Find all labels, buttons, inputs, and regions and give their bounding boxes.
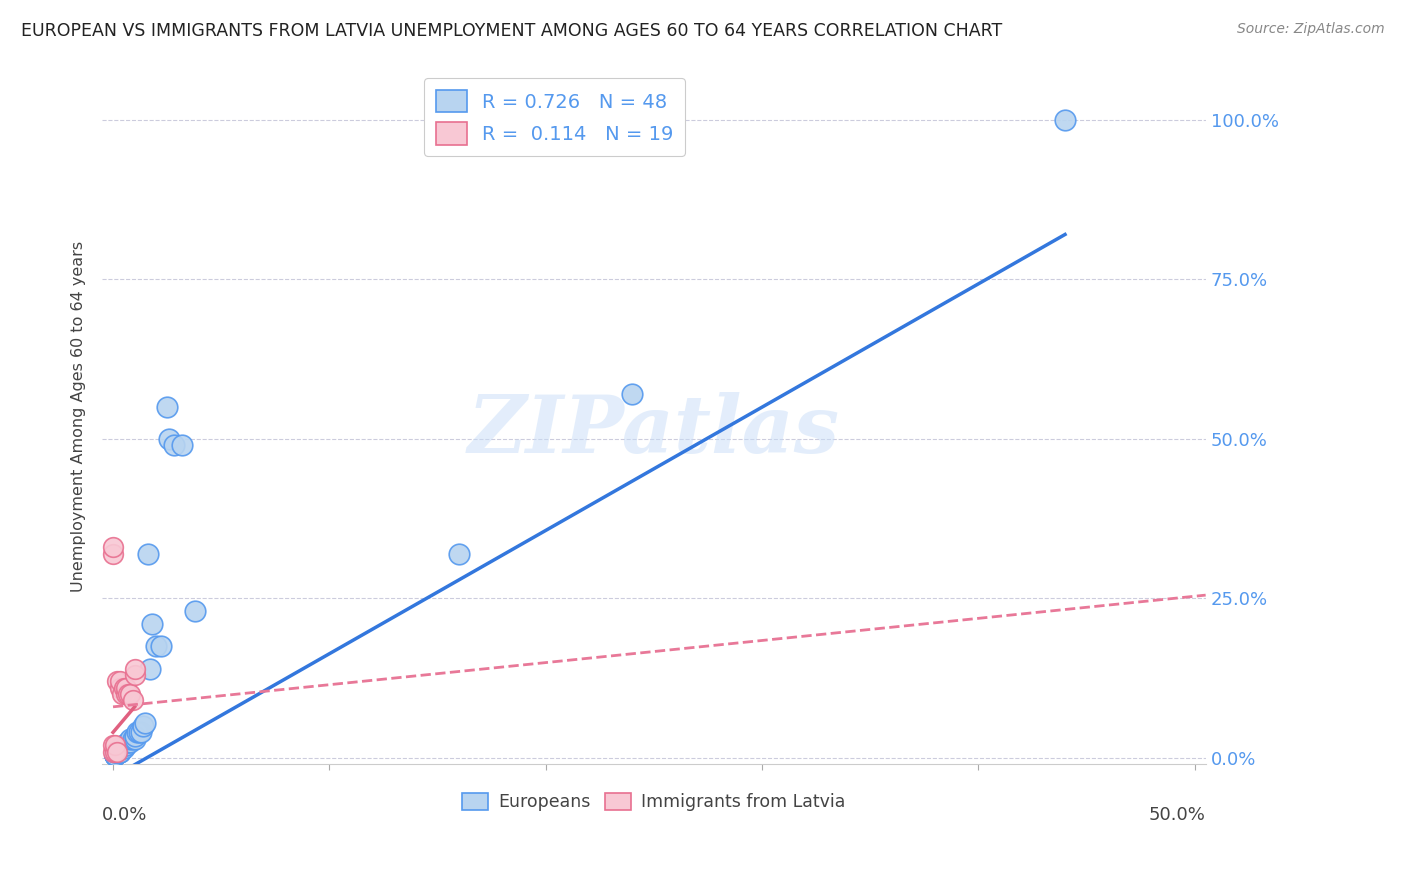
Point: [105, 744, 128, 758]
Point: [104, 738, 127, 752]
Point: [108, 744, 131, 758]
Point: [104, 747, 127, 762]
Point: [108, 674, 131, 689]
Point: [104, 747, 127, 762]
Text: EUROPEAN VS IMMIGRANTS FROM LATVIA UNEMPLOYMENT AMONG AGES 60 TO 64 YEARS CORREL: EUROPEAN VS IMMIGRANTS FROM LATVIA UNEMP…: [21, 22, 1002, 40]
Point: [104, 744, 127, 758]
Point: [104, 747, 127, 762]
Point: [120, 731, 142, 746]
Point: [124, 668, 146, 682]
Point: [105, 744, 128, 758]
Point: [120, 687, 142, 701]
Point: [104, 744, 127, 758]
Point: [104, 747, 127, 762]
Point: [117, 735, 139, 749]
Point: [101, 738, 124, 752]
Point: [136, 547, 159, 561]
Point: [108, 744, 131, 758]
Point: [157, 432, 180, 446]
Point: [128, 725, 150, 739]
Point: [162, 438, 184, 452]
Point: [120, 735, 142, 749]
Point: [101, 744, 124, 758]
Point: [124, 661, 146, 675]
Point: [108, 741, 131, 756]
Point: [104, 747, 127, 762]
Point: [108, 744, 131, 758]
Point: [125, 725, 148, 739]
Point: [115, 681, 138, 695]
Point: [105, 744, 128, 758]
Point: [141, 616, 163, 631]
Point: [108, 681, 131, 695]
Point: [111, 741, 134, 756]
Point: [104, 744, 127, 758]
Point: [101, 547, 124, 561]
Point: [149, 639, 172, 653]
Point: [172, 438, 194, 452]
Point: [124, 731, 146, 746]
Point: [1053, 112, 1076, 127]
Point: [115, 738, 138, 752]
Text: 0.0%: 0.0%: [103, 806, 148, 824]
Point: [112, 738, 135, 752]
Point: [105, 674, 128, 689]
Point: [124, 729, 146, 743]
Point: [121, 693, 143, 707]
Point: [101, 541, 124, 555]
Point: [104, 747, 127, 762]
Point: [111, 741, 134, 756]
Point: [121, 731, 143, 746]
Point: [134, 715, 156, 730]
Text: 50.0%: 50.0%: [1149, 806, 1206, 824]
Point: [117, 735, 139, 749]
Point: [145, 639, 167, 653]
Text: ZIPatlas: ZIPatlas: [468, 392, 839, 469]
Point: [115, 738, 138, 752]
Point: [449, 547, 471, 561]
Point: [117, 687, 139, 701]
Point: [139, 661, 162, 675]
Legend: Europeans, Immigrants from Latvia: Europeans, Immigrants from Latvia: [456, 786, 852, 818]
Point: [115, 687, 138, 701]
Point: [104, 747, 127, 762]
Point: [111, 687, 134, 701]
Point: [112, 738, 135, 752]
Y-axis label: Unemployment Among Ages 60 to 64 years: Unemployment Among Ages 60 to 64 years: [72, 241, 86, 592]
Point: [156, 400, 179, 414]
Point: [621, 387, 644, 401]
Point: [112, 741, 135, 756]
Point: [184, 604, 207, 618]
Text: Source: ZipAtlas.com: Source: ZipAtlas.com: [1237, 22, 1385, 37]
Point: [129, 725, 152, 739]
Point: [112, 681, 135, 695]
Point: [132, 719, 155, 733]
Point: [104, 747, 127, 762]
